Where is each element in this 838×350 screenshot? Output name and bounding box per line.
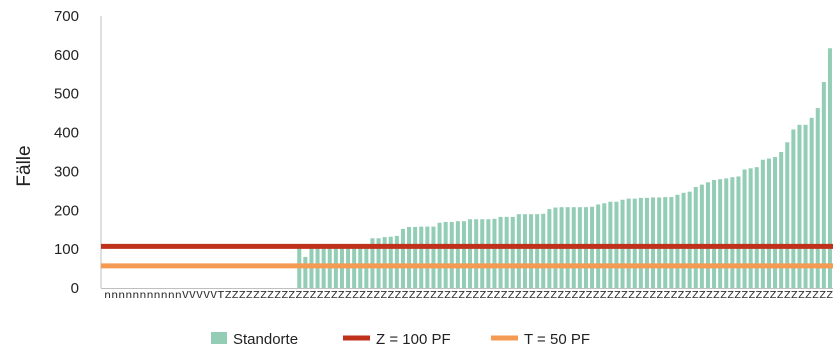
bar bbox=[626, 198, 631, 288]
bar bbox=[455, 221, 460, 288]
bar bbox=[437, 222, 442, 288]
bar bbox=[821, 82, 826, 288]
bar bbox=[407, 226, 412, 288]
bar bbox=[760, 159, 765, 288]
bar bbox=[632, 198, 637, 288]
legend-swatch bbox=[211, 332, 227, 344]
legend-label: Z = 100 PF bbox=[376, 331, 451, 348]
bar bbox=[718, 179, 723, 288]
bar bbox=[449, 221, 454, 288]
y-tick-label: 400 bbox=[54, 125, 79, 142]
bar bbox=[388, 236, 393, 288]
bar bbox=[736, 176, 741, 288]
bar bbox=[468, 219, 473, 288]
bar bbox=[730, 177, 735, 288]
bar bbox=[516, 214, 521, 288]
bar bbox=[504, 216, 509, 288]
bar bbox=[681, 192, 686, 288]
bar bbox=[529, 214, 534, 288]
y-tick-label: 700 bbox=[54, 8, 79, 25]
bar bbox=[370, 238, 375, 288]
bar bbox=[693, 186, 698, 288]
bar bbox=[754, 167, 759, 288]
y-tick-label: 100 bbox=[54, 241, 79, 258]
bar bbox=[431, 226, 436, 288]
bar bbox=[815, 108, 820, 288]
bar bbox=[382, 237, 387, 288]
bar bbox=[522, 214, 527, 288]
y-tick-label: 0 bbox=[71, 280, 79, 297]
x-category-labels: nnnnnnnnnnnVVVVVTZZZZZZZZZZZZZZZZZZZZZZZ… bbox=[104, 290, 834, 301]
bar bbox=[651, 197, 656, 288]
y-tick-label: 300 bbox=[54, 163, 79, 180]
bar bbox=[376, 238, 381, 288]
bar bbox=[712, 179, 717, 288]
bar bbox=[461, 221, 466, 288]
legend-label: T = 50 PF bbox=[524, 331, 590, 348]
bar bbox=[492, 218, 497, 288]
y-tick-label: 200 bbox=[54, 202, 79, 219]
bar bbox=[773, 157, 778, 288]
y-axis-label: Fälle bbox=[14, 145, 35, 186]
bar bbox=[705, 182, 710, 288]
reference-lines bbox=[101, 243, 833, 269]
bar bbox=[620, 199, 625, 288]
bar bbox=[510, 216, 515, 288]
bar bbox=[663, 197, 668, 288]
bar bbox=[827, 48, 832, 288]
bar bbox=[675, 194, 680, 288]
y-tick-label: 500 bbox=[54, 86, 79, 103]
legend: Standorte Z = 100 PF T = 50 PF bbox=[211, 331, 590, 348]
bar bbox=[394, 235, 399, 288]
bar bbox=[535, 214, 540, 288]
y-axis-ticks: 0 100 200 300 400 500 600 700 bbox=[54, 8, 79, 297]
bar bbox=[486, 219, 491, 288]
bar bbox=[498, 216, 503, 288]
bar bbox=[669, 197, 674, 288]
bar bbox=[785, 142, 790, 288]
bar bbox=[644, 197, 649, 288]
bar bbox=[443, 221, 448, 288]
bar bbox=[797, 124, 802, 288]
bar bbox=[687, 191, 692, 288]
bar bbox=[419, 226, 424, 288]
legend-label: Standorte bbox=[233, 331, 298, 348]
bar bbox=[699, 184, 704, 288]
bar bbox=[638, 197, 643, 288]
bar bbox=[748, 168, 753, 288]
bar bbox=[779, 152, 784, 288]
bar bbox=[425, 226, 430, 288]
bar bbox=[803, 124, 808, 288]
bar bbox=[480, 219, 485, 288]
bar bbox=[724, 178, 729, 288]
bar bbox=[766, 158, 771, 288]
bar bbox=[742, 169, 747, 288]
bar bbox=[474, 219, 479, 288]
bar bbox=[400, 228, 405, 288]
bar bbox=[413, 226, 418, 288]
bar bbox=[303, 256, 308, 288]
bars bbox=[297, 48, 832, 288]
bar bbox=[541, 213, 546, 288]
y-tick-label: 600 bbox=[54, 47, 79, 64]
bar bbox=[791, 129, 796, 288]
bar bbox=[657, 197, 662, 288]
bar bbox=[809, 117, 814, 288]
